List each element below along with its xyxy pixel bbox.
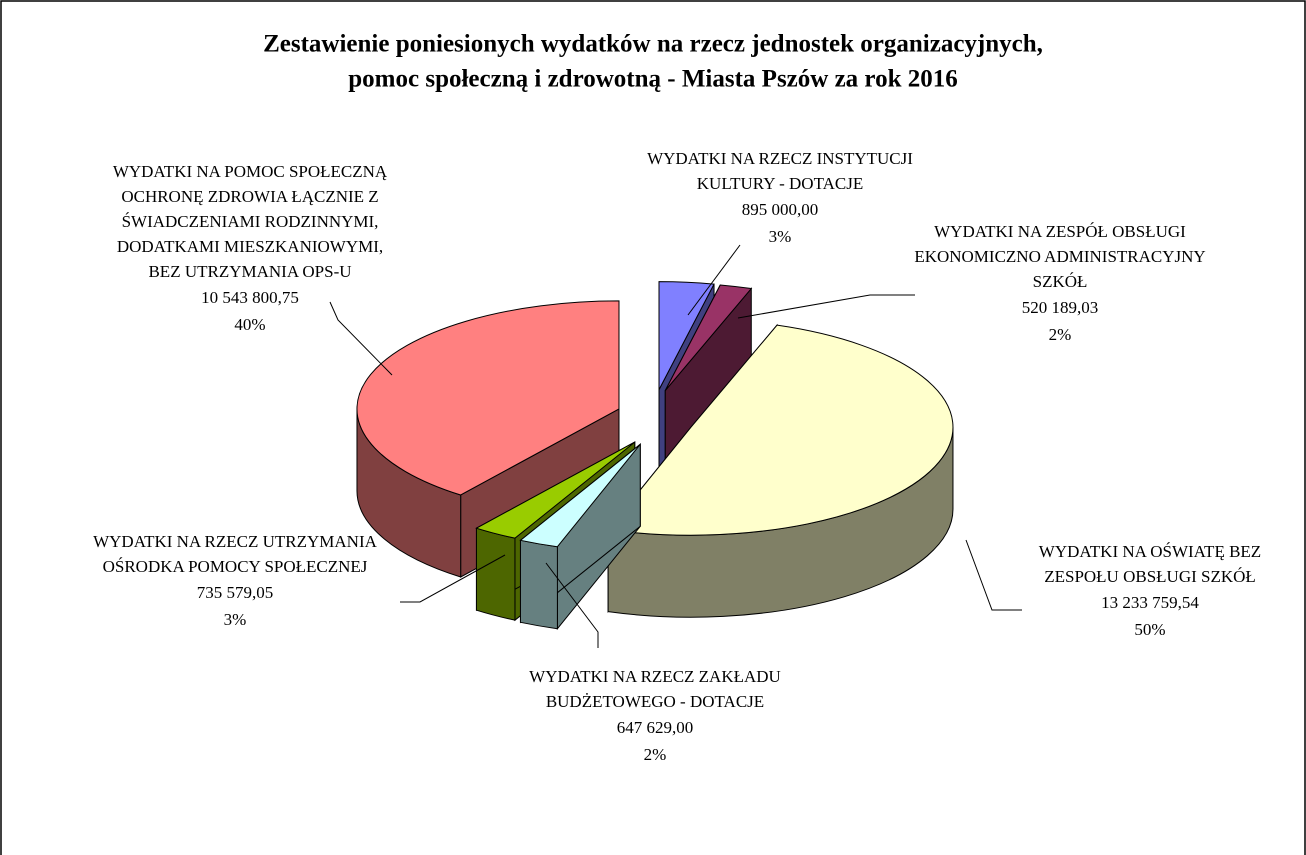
chart-title: pomoc społeczną i zdrowotną - Miasta Psz… <box>348 66 957 93</box>
slice-label: WYDATKI NA POMOC SPOŁECZNĄ <box>113 162 388 181</box>
slice-label: WYDATKI NA OŚWIATĘ BEZ <box>1039 542 1261 561</box>
slice-top <box>519 443 641 548</box>
slice-label: BUDŻETOWEGO - DOTACJE <box>546 692 764 711</box>
slice <box>519 442 641 631</box>
slice-label: BEZ UTRZYMANIA OPS-U <box>148 262 351 281</box>
leader-line <box>329 301 393 376</box>
slice-label: ŚWIADCZENIAMI RODZINNYMI, <box>122 212 379 231</box>
slice-label: WYDATKI NA ZESPÓŁ OBSŁUGI <box>934 222 1186 241</box>
slice-label: SZKÓŁ <box>1033 272 1088 291</box>
slice-top <box>356 300 620 496</box>
leader-line <box>400 554 506 603</box>
slice-label: OŚRODKA POMOCY SPOŁECZNEJ <box>103 557 368 576</box>
slice-value-label: 13 233 759,54 <box>1101 593 1199 612</box>
slice <box>664 284 753 474</box>
slice-top <box>658 281 715 390</box>
slice-percent-label: 2% <box>1049 325 1072 344</box>
slice-value-label: 895 000,00 <box>742 200 819 219</box>
slice-label: OCHRONĘ ZDROWIA ŁĄCZNIE Z <box>121 187 378 206</box>
slice-label: EKONOMICZNO ADMINISTRACYJNY <box>914 247 1205 266</box>
slice-value-label: 647 629,00 <box>617 718 694 737</box>
slice-label: WYDATKI NA RZECZ UTRZYMANIA <box>93 532 378 551</box>
slice-label: WYDATKI NA RZECZ INSTYTUCJI <box>647 149 913 168</box>
leader-line <box>965 539 1022 611</box>
slice-top <box>607 324 954 536</box>
slice-percent-label: 40% <box>234 315 265 334</box>
slice-value-label: 735 579,05 <box>197 583 274 602</box>
slice-label: ZESPOŁU OBSŁUGI SZKÓŁ <box>1044 567 1256 586</box>
leader-line <box>687 244 741 316</box>
slice <box>607 323 954 618</box>
pie <box>356 281 954 631</box>
slice-label: DODATKAMI MIESZKANIOWYMI, <box>117 237 383 256</box>
slice-percent-label: 50% <box>1134 620 1165 639</box>
leader-line <box>737 294 915 319</box>
slice-percent-label: 3% <box>769 227 792 246</box>
slice-top <box>664 284 753 391</box>
leader-line <box>545 562 599 648</box>
slice-top <box>475 441 636 539</box>
slice-wall <box>475 527 516 621</box>
labels: WYDATKI NA RZECZ INSTYTUCJI KULTURY - DOT… <box>93 149 1261 764</box>
slice-wall <box>519 539 558 630</box>
slice-percent-label: 3% <box>224 610 247 629</box>
slice-percent-label: 2% <box>644 745 667 764</box>
slice-label: KULTURY - DOTACJE <box>697 174 863 193</box>
slice-value-label: 520 189,03 <box>1022 298 1099 317</box>
slice-value-label: 10 543 800,75 <box>201 288 299 307</box>
slice-label: WYDATKI NA RZECZ ZAKŁADU <box>529 667 781 686</box>
chart-title: Zestawienie poniesionych wydatków na rze… <box>263 31 1043 58</box>
